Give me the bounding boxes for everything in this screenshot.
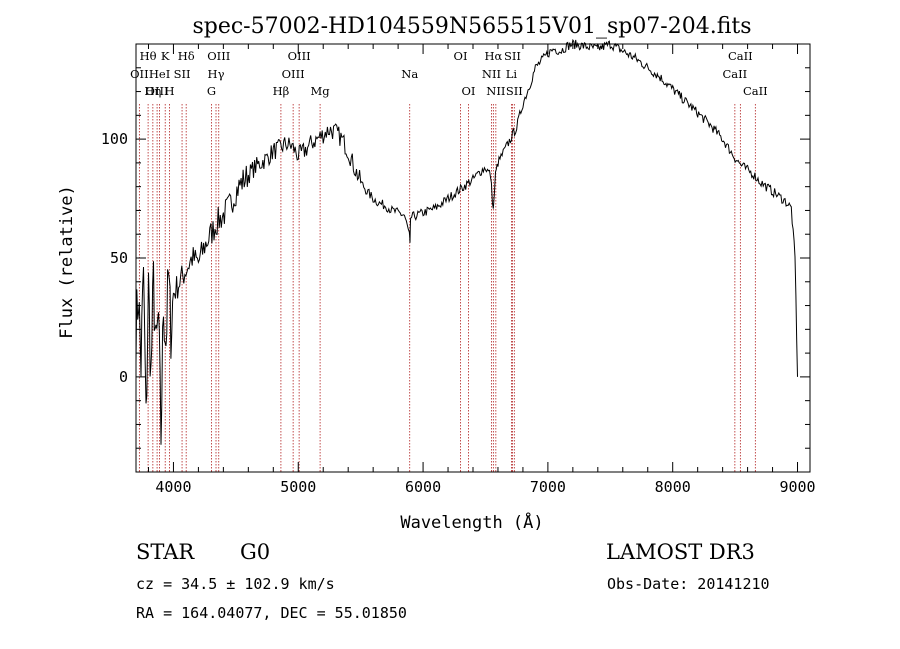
line-marker-label: Hα: [484, 49, 502, 63]
y-tick-label: 50: [110, 249, 128, 267]
x-tick-label: 8000: [655, 478, 691, 496]
line-marker-label: NII: [486, 84, 505, 98]
x-tick-label: 5000: [280, 478, 316, 496]
line-marker-label: K: [161, 49, 170, 63]
line-marker-label: NII: [482, 67, 501, 81]
redshift-value: cz = 34.5 ± 102.9 km/s: [136, 575, 335, 593]
line-marker-label: OII: [130, 67, 149, 81]
emission-line-markers: Hθ OII OIII K HeI Hη H Hδ SII OIII Hγ G Hβ OIII OIII Mg…: [130, 49, 768, 472]
line-marker-label: Mg: [311, 84, 331, 98]
line-marker-label: OIII: [146, 84, 169, 98]
line-marker-label: H: [165, 84, 175, 98]
x-tick-label: 4000: [155, 478, 191, 496]
ra-dec-coordinates: RA = 164.04077, DEC = 55.01850: [136, 604, 407, 622]
y-tick-label: 100: [101, 130, 128, 148]
line-marker-label: OIII: [207, 49, 230, 63]
line-marker-label: CaII: [743, 84, 768, 98]
axis-ticks: 4000 5000 6000 7000 8000 9000 0 50 100: [101, 43, 816, 496]
x-tick-label: 6000: [405, 478, 441, 496]
spectrum-line: [135, 38, 798, 445]
x-tick-label: 7000: [530, 478, 566, 496]
line-marker-label: Na: [401, 67, 418, 81]
line-marker-label: OI: [462, 84, 476, 98]
line-marker-label: Hθ: [140, 49, 157, 63]
line-marker-label: SII: [506, 84, 523, 98]
chart-title: spec-57002-HD104559N565515V01_sp07-204.f…: [192, 14, 751, 39]
line-marker-label: OI: [454, 49, 468, 63]
line-marker-label: Hβ: [273, 84, 290, 98]
line-marker-label: SII: [504, 49, 521, 63]
x-tick-label: 9000: [779, 478, 815, 496]
x-axis-label: Wavelength (Å): [400, 511, 543, 533]
line-marker-label: CaII: [722, 67, 747, 81]
y-axis-label: Flux (relative): [57, 185, 77, 339]
line-marker-label: G: [207, 84, 216, 98]
observation-date: Obs-Date: 20141210: [607, 575, 770, 593]
line-marker-label: OIII: [288, 49, 311, 63]
line-marker-label: OIII: [282, 67, 305, 81]
line-marker-label: Hγ: [208, 67, 225, 81]
line-marker-label: HeI: [149, 67, 170, 81]
object-class: STAR: [136, 540, 195, 564]
object-subclass: G0: [240, 540, 271, 564]
line-marker-label: Hδ: [178, 49, 195, 63]
y-tick-label: 0: [119, 368, 128, 386]
plot-frame: [135, 43, 811, 473]
line-marker-label: Li: [506, 67, 518, 81]
survey-name: LAMOST DR3: [606, 540, 755, 564]
line-marker-label: SII: [174, 67, 191, 81]
line-marker-label: Hη: [144, 84, 161, 98]
line-marker-label: CaII: [728, 49, 753, 63]
